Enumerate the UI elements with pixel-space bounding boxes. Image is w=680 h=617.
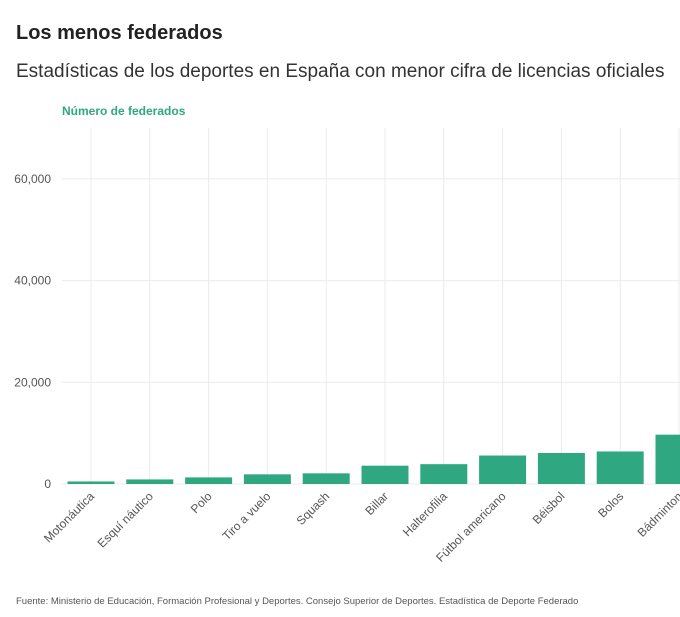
bar-halterofilia (420, 464, 468, 484)
x-tick-label: Motonáutica (41, 489, 97, 545)
x-tick-label: Halterofilia (400, 489, 450, 539)
source-note: Fuente: Ministerio de Educación, Formaci… (16, 596, 579, 607)
x-tick-label: Bolos (595, 489, 626, 520)
bar-polo (185, 477, 233, 484)
bar-fútbol-americano (479, 455, 527, 484)
bar-bádminton (655, 434, 680, 484)
x-tick-label: Billar (362, 489, 391, 518)
y-tick-label: 20,000 (14, 375, 51, 389)
bar-motonáutica (67, 481, 115, 484)
y-tick-label: 0 (44, 477, 51, 491)
x-tick-label: Esquí náutico (95, 489, 157, 551)
x-tick-label: Polo (188, 489, 215, 516)
bar-tiro-a-vuelo (243, 474, 291, 484)
bar-chart: 0 20,000 40,000 60,000 Número de federados Mo… (14, 104, 680, 565)
chart-subtitle: Estadísticas de los deportes en España c… (16, 61, 665, 82)
x-tick-label: Béisbol (530, 489, 568, 527)
x-tick-label: Squash (294, 489, 333, 528)
bar-esquí-náutico (126, 479, 174, 484)
y-tick-label: 60,000 (14, 172, 51, 186)
bar-squash (302, 473, 350, 484)
bar-béisbol (537, 452, 585, 484)
bar-bolos (596, 451, 644, 484)
bar-billar (361, 465, 409, 484)
y-axis-title: Número de federados (62, 104, 186, 118)
chart-title: Los menos federados (16, 22, 223, 44)
y-tick-label: 40,000 (14, 274, 51, 288)
x-tick-label: Tiro a vuelo (220, 489, 274, 543)
x-tick-label: Bádminton (635, 489, 680, 539)
